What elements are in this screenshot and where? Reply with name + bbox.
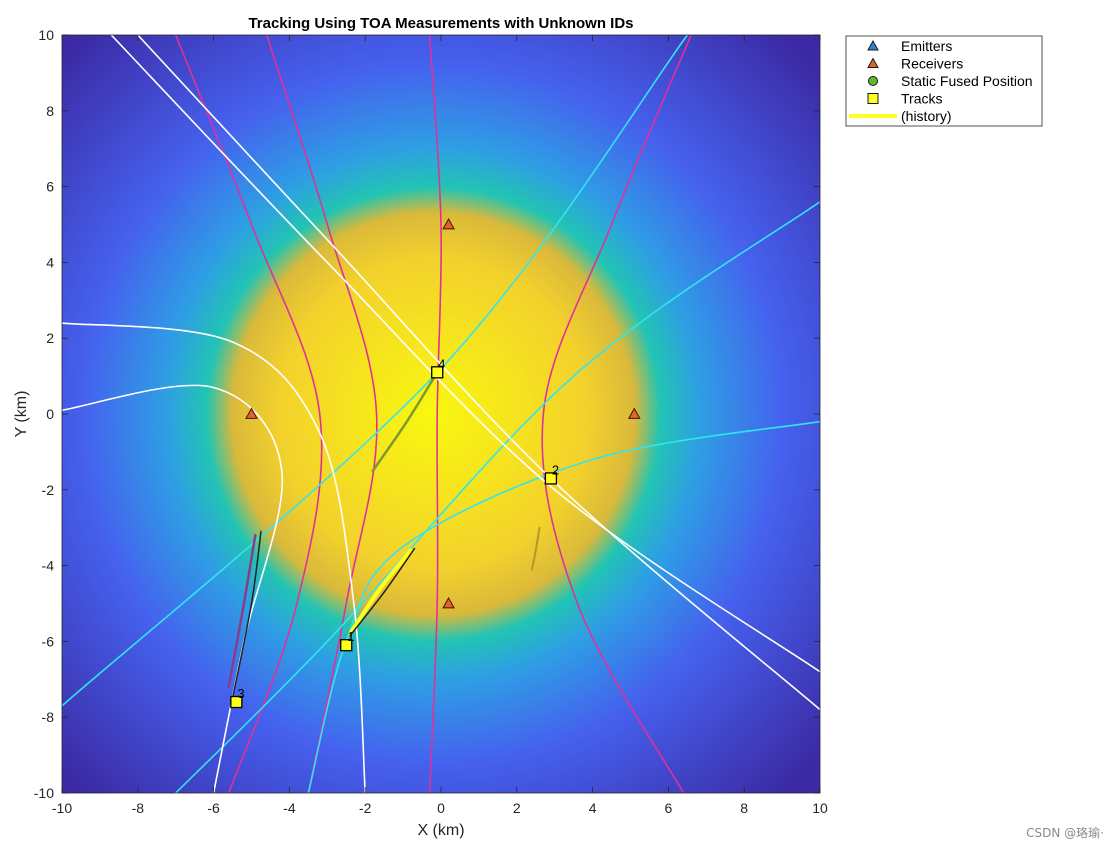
y-ticks: -10 -8 -6 -4 -2 0 2 4 6 8 10 [34,27,820,801]
y-tick-label: -6 [42,633,55,649]
x-tick-label: 6 [665,800,673,816]
legend-receivers-marker [867,57,879,68]
y-tick-label: -2 [42,482,55,498]
legend-static-fused-position-label: Static Fused Position [901,73,1033,89]
y-tick-label: 2 [46,330,54,346]
legend-box [845,35,1043,127]
chart-title: Tracking Using TOA Measurements with Unk… [248,15,633,32]
x-tick-label: -6 [207,800,220,816]
y-tick-label: -8 [42,709,55,725]
x-tick-label: 0 [437,800,445,816]
y-tick-label: 10 [38,27,54,43]
track-marker-2 [544,472,558,485]
x-ticks: -10 -8 -6 -4 -2 0 2 4 6 8 10 [52,35,828,816]
hyperbola-curve-1 [174,35,323,793]
x-tick-label: 2 [513,800,521,816]
track-history-2 [371,371,439,473]
hyperbola-curve-8 [110,35,820,673]
y-axis-label: Y (km) [13,391,30,438]
x-tick-label: 4 [589,800,597,816]
track-history-4 [227,534,257,689]
receiver-marker-4 [442,596,455,609]
track-history-3 [530,526,541,571]
hyperbola-curve-4 [541,35,692,793]
hyperbola-curve-6 [175,201,820,793]
track-marker-3 [230,695,243,709]
x-tick-label: 8 [740,800,748,816]
hyperbola-curve-10 [62,322,366,793]
track-marker-1 [340,639,353,652]
histories-layer [227,371,541,699]
track-marker-4 [431,366,444,379]
markers-layer: 1 2 3 4 [230,217,641,709]
track-id-label-1: 1 [347,629,354,644]
x-tick-label: 10 [812,800,828,816]
plot-area [62,35,820,793]
y-tick-label: 6 [46,179,54,195]
hyperbola-curve-3 [428,35,443,793]
hyperbola-curve-7 [307,420,820,793]
legend-tracks-label: Tracks [901,91,942,107]
legend-emitters-marker [867,39,879,51]
y-tick-label: 4 [46,254,54,270]
track-history-1 [348,548,413,636]
x-axis-label: X (km) [417,822,464,839]
track-id-label-4: 4 [438,356,445,371]
receiver-marker-3 [627,407,641,419]
receiver-marker-1 [442,217,455,230]
track-history-6 [349,547,416,637]
y-tick-label: 0 [46,406,54,422]
receiver-marker-2 [245,407,258,419]
x-tick-label: -10 [52,800,72,816]
track-id-label-2: 2 [552,462,559,477]
legend-static-fused-position-marker [868,76,878,86]
y-tick-label: 8 [46,103,54,119]
x-tick-label: -2 [359,800,372,816]
legend-tracks-marker [867,93,879,104]
hyperbola-curve-2 [265,35,378,793]
heatmap-background [62,35,820,793]
track-id-label-3: 3 [237,686,244,701]
legend-receivers-label: Receivers [901,56,963,72]
hyperbola-curve-9 [137,35,820,711]
track-history-5 [231,530,262,699]
watermark: CSDN @珞瑜· [1026,826,1104,840]
x-tick-label: -4 [283,800,296,816]
legend-history-label: (history) [901,108,952,124]
legend-emitters-label: Emitters [901,38,952,54]
y-tick-label: -4 [42,558,55,574]
x-tick-label: -8 [132,800,145,816]
y-tick-label: -10 [34,785,54,801]
